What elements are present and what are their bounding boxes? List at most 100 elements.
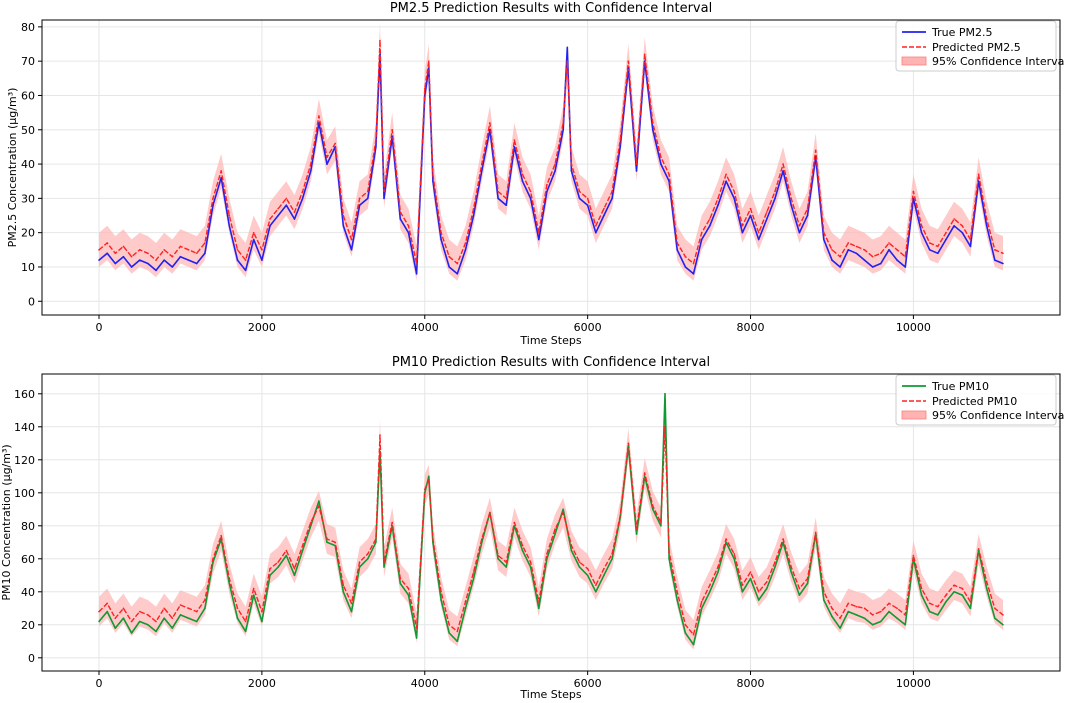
data-point-true <box>375 541 377 544</box>
data-point-true <box>155 269 157 272</box>
data-point-true <box>888 249 890 251</box>
data-point-true <box>98 620 100 623</box>
data-point-predicted <box>912 190 915 193</box>
data-point-true <box>114 262 117 265</box>
data-point-predicted <box>790 566 793 568</box>
data-point-true <box>664 393 666 395</box>
data-point-true <box>546 558 548 560</box>
data-point-predicted <box>619 515 622 517</box>
data-point-true <box>880 620 882 623</box>
data-point-true <box>472 214 475 217</box>
x-tick-label: 2000 <box>248 677 276 690</box>
data-point-predicted <box>766 581 768 583</box>
data-point-predicted <box>252 587 255 590</box>
y-tick-label: 40 <box>21 586 35 599</box>
data-point-true <box>350 610 353 613</box>
data-point-true <box>692 643 695 646</box>
data-point-predicted <box>896 249 898 251</box>
data-point-true <box>554 170 556 172</box>
data-point-predicted <box>326 156 328 159</box>
series-points-predicted <box>98 426 1004 636</box>
data-point-predicted <box>379 434 381 436</box>
data-point-true <box>358 204 361 207</box>
data-point-true <box>326 163 328 165</box>
data-point-true <box>554 533 556 535</box>
data-point-predicted <box>961 225 964 227</box>
data-point-true <box>228 225 231 227</box>
data-point-true <box>831 259 833 261</box>
data-point-predicted <box>937 245 939 248</box>
data-point-predicted <box>407 587 410 590</box>
data-point-predicted <box>147 614 149 616</box>
data-point-predicted <box>928 602 931 605</box>
x-axis-label: Time Steps <box>519 688 581 701</box>
data-point-true <box>757 599 760 601</box>
data-point-predicted <box>138 610 141 613</box>
data-point-predicted <box>945 594 947 596</box>
data-point-true <box>399 582 402 585</box>
data-point-predicted <box>252 231 255 234</box>
data-point-true <box>326 541 328 544</box>
data-point-predicted <box>269 218 271 220</box>
data-point-predicted <box>309 163 312 165</box>
data-point-true <box>423 94 426 97</box>
data-point-true <box>269 574 271 577</box>
data-point-predicted <box>611 553 613 555</box>
data-point-true <box>464 607 467 610</box>
data-point-predicted <box>106 602 108 605</box>
chart-title: PM2.5 Prediction Results with Confidence… <box>390 1 712 16</box>
data-point-true <box>709 591 711 593</box>
data-point-predicted <box>709 218 711 220</box>
data-point-true <box>261 259 263 261</box>
data-point-true <box>318 122 320 124</box>
data-point-true <box>399 218 402 220</box>
data-point-true <box>570 170 573 172</box>
data-point-true <box>814 533 817 535</box>
data-point-predicted <box>725 538 727 540</box>
data-point-true <box>171 627 174 629</box>
data-point-predicted <box>546 553 548 555</box>
data-point-predicted <box>969 238 972 241</box>
data-point-predicted <box>480 163 483 165</box>
data-point-true <box>896 259 898 261</box>
data-point-predicted <box>603 207 605 210</box>
legend-label: True PM10 <box>931 380 989 393</box>
data-point-predicted <box>366 553 369 555</box>
data-point-true <box>643 60 646 62</box>
data-point-true <box>700 238 703 241</box>
data-point-true <box>513 146 516 148</box>
data-point-true <box>782 170 784 172</box>
y-tick-label: 50 <box>21 124 35 137</box>
data-point-true <box>423 492 426 494</box>
data-point-true <box>293 218 296 220</box>
data-point-true <box>375 146 377 148</box>
data-point-true <box>342 225 345 227</box>
data-point-predicted <box>407 225 410 227</box>
data-point-true <box>937 614 939 616</box>
data-point-true <box>839 266 841 268</box>
y-axis-label: PM2.5 Concentration (μg/m³) <box>6 88 19 248</box>
data-point-true <box>660 525 662 527</box>
data-point-predicted <box>831 607 833 610</box>
series-points-true <box>98 393 1004 646</box>
data-point-predicted <box>570 163 573 165</box>
data-point-predicted <box>823 231 825 234</box>
data-point-true <box>798 231 801 234</box>
data-point-true <box>863 617 866 619</box>
plot-frame <box>41 19 1061 316</box>
data-point-predicted <box>423 87 426 90</box>
data-point-predicted <box>464 600 467 603</box>
data-point-predicted <box>985 581 988 583</box>
data-point-predicted <box>179 245 182 248</box>
data-point-true <box>643 475 646 478</box>
data-point-true <box>448 632 451 634</box>
data-point-predicted <box>977 173 980 176</box>
data-point-true <box>179 255 182 258</box>
data-point-true <box>749 577 752 580</box>
y-tick-label: 60 <box>21 89 35 102</box>
data-point-predicted <box>668 173 670 176</box>
y-tick-label: 0 <box>28 652 35 665</box>
y-tick-label: 70 <box>21 55 35 68</box>
